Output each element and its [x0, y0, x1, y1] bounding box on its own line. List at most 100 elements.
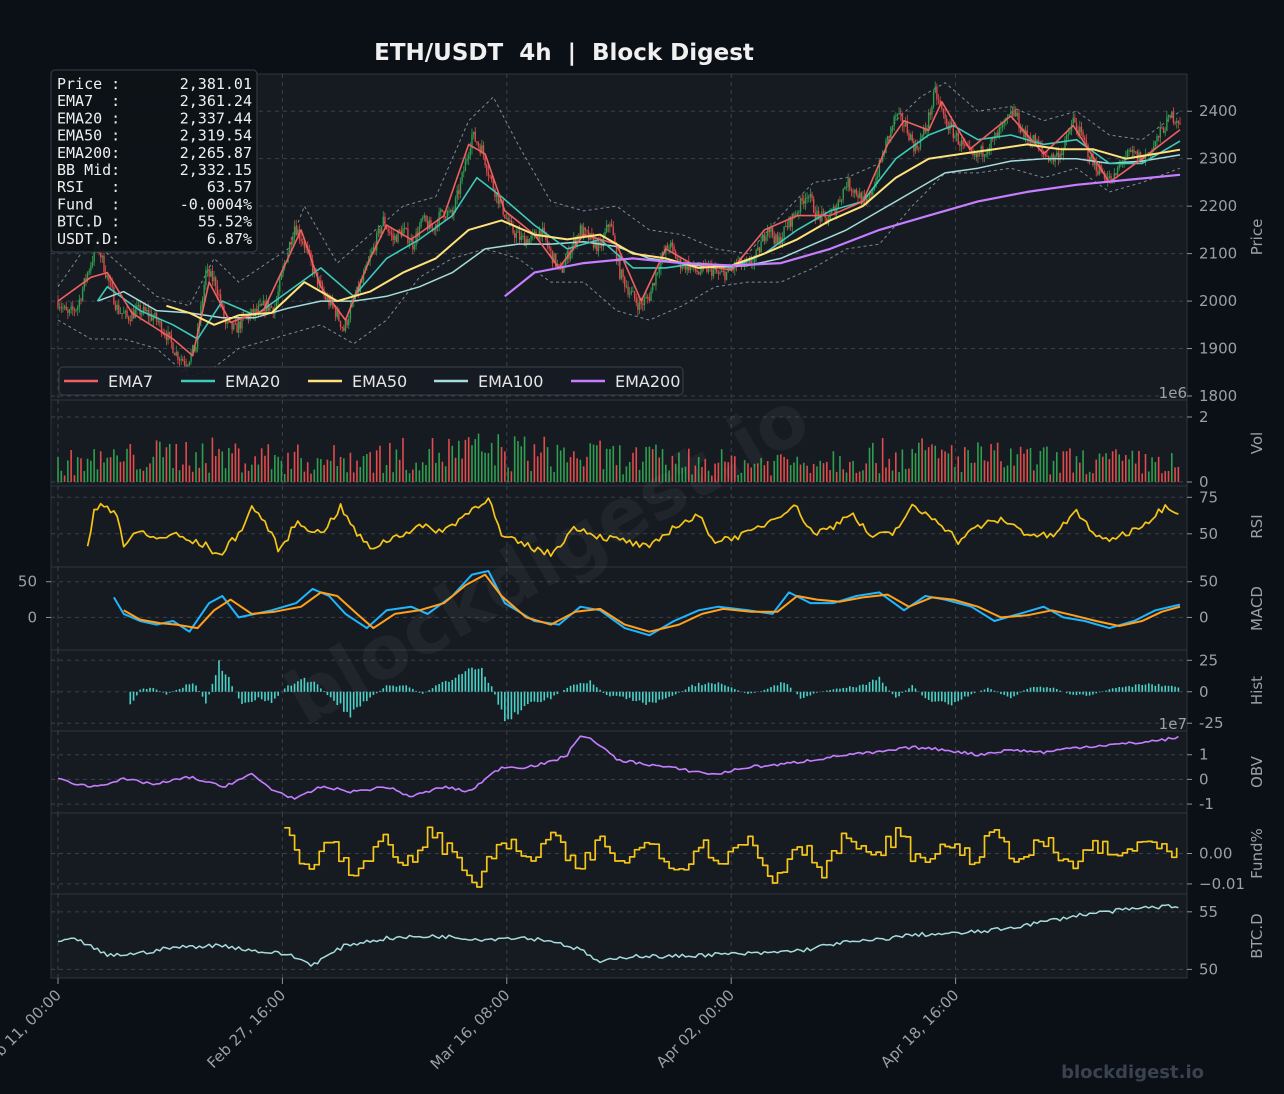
- candle-body: [1161, 127, 1163, 129]
- volume-bar: [497, 434, 500, 482]
- candle-body: [124, 310, 127, 313]
- volume-bar: [888, 458, 891, 482]
- volume-bar: [1151, 457, 1153, 482]
- volume-bar: [389, 442, 391, 482]
- hist-bar: [195, 685, 197, 692]
- hist-bar: [1016, 691, 1019, 695]
- volume-bar: [711, 475, 713, 482]
- candle-body: [326, 297, 329, 300]
- hist-bar: [1055, 689, 1058, 692]
- candle-body: [292, 237, 294, 245]
- volume-bar: [793, 462, 795, 482]
- hist-bar: [661, 691, 664, 700]
- hist-bar: [1095, 691, 1098, 694]
- candle-body: [766, 227, 769, 237]
- candle-body: [449, 210, 452, 212]
- candle-body: [1123, 159, 1125, 162]
- hist-bar: [451, 679, 454, 692]
- candle-body: [192, 345, 194, 353]
- candle-body: [563, 267, 565, 273]
- hist-bar: [573, 684, 575, 692]
- candle-body: [893, 116, 895, 127]
- volume-bar: [297, 444, 299, 482]
- volume-bar: [191, 471, 194, 482]
- volume-bar: [333, 445, 335, 482]
- candle-body: [819, 214, 821, 222]
- info-row-label: Price :: [57, 75, 120, 93]
- hist-bar: [783, 682, 785, 692]
- candle-body: [990, 138, 992, 149]
- candle-body: [896, 113, 899, 117]
- hist-bar: [421, 691, 424, 694]
- candle-body: [126, 310, 128, 317]
- hist-bar: [500, 691, 503, 710]
- candle-body: [1171, 111, 1173, 118]
- candle-body: [1069, 131, 1071, 135]
- hist-bar: [602, 691, 605, 693]
- candle-body: [706, 265, 708, 272]
- hist-bar: [464, 671, 467, 692]
- candle-body: [1153, 146, 1155, 150]
- volume-bar: [464, 439, 467, 482]
- hist-bar: [842, 687, 845, 692]
- candle-body: [210, 271, 212, 277]
- candle-body: [858, 192, 861, 199]
- hist-bar: [224, 674, 227, 692]
- volume-bar: [927, 447, 930, 482]
- candle-body: [522, 235, 524, 237]
- candle-body: [640, 302, 642, 304]
- hist-bar: [257, 691, 260, 698]
- volume-bar: [789, 465, 792, 482]
- volume-bar: [763, 465, 766, 482]
- candle-body: [624, 277, 626, 287]
- hist-bar: [632, 691, 634, 701]
- candle-body: [558, 263, 560, 265]
- candle-body: [716, 268, 718, 273]
- candle-body: [1166, 117, 1168, 131]
- volume-bar: [280, 460, 283, 482]
- volume-bar: [796, 456, 799, 482]
- candle-body: [673, 246, 675, 252]
- volume-bar: [586, 456, 588, 482]
- candle-body: [513, 232, 516, 238]
- hist-bar: [513, 691, 516, 713]
- candle-body: [569, 252, 572, 260]
- volume-bar: [1161, 473, 1163, 482]
- candle-body: [242, 315, 245, 317]
- candle-body: [941, 104, 943, 110]
- candle-body: [1080, 126, 1083, 133]
- hist-bar: [467, 668, 470, 692]
- volume-bar: [494, 465, 496, 482]
- volume-bar: [139, 468, 141, 482]
- volume-bar: [303, 471, 306, 482]
- hist-bar: [826, 690, 828, 692]
- candle-body: [635, 298, 637, 304]
- volume-bar: [914, 453, 917, 482]
- candle-body: [806, 197, 808, 199]
- candle-body: [1179, 122, 1181, 124]
- volume-bar: [970, 462, 973, 482]
- hist-bar: [277, 691, 279, 696]
- hist-bar: [415, 690, 417, 692]
- candle-body: [619, 257, 621, 279]
- hist-bar: [599, 689, 601, 692]
- volume-bar: [129, 443, 132, 482]
- candle-body: [494, 188, 496, 197]
- candle-body: [1088, 157, 1091, 161]
- hist-bar: [993, 690, 996, 692]
- volume-bar: [839, 456, 841, 482]
- hist-bar: [507, 691, 509, 720]
- candle-body: [758, 247, 761, 253]
- candle-body: [870, 191, 872, 195]
- candle-body: [444, 217, 447, 219]
- candle-body: [1064, 139, 1066, 149]
- candle-body: [341, 327, 343, 329]
- candle-body: [137, 304, 140, 306]
- candle-body: [555, 253, 557, 267]
- hist-bar: [592, 684, 595, 692]
- hist-bar: [747, 691, 749, 694]
- volume-bar: [293, 451, 296, 482]
- volume-bar: [1144, 454, 1147, 482]
- hist-bar: [536, 691, 539, 703]
- ema200-line: [504, 173, 1181, 298]
